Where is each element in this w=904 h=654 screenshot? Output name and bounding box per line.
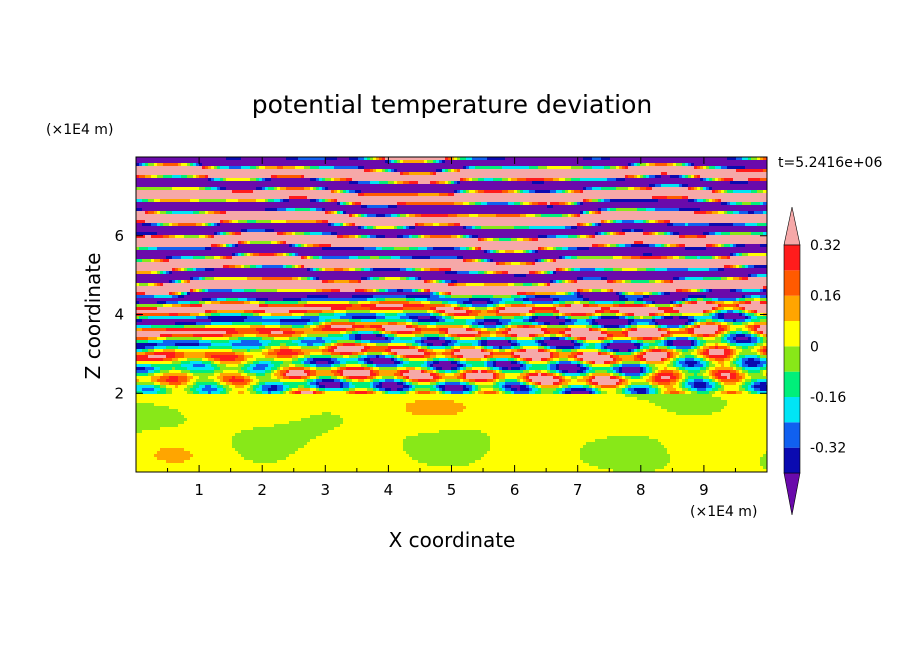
colorbar-extend-top: [784, 207, 800, 245]
colorbar-label: 0.32: [810, 238, 841, 254]
x-tick-label: 9: [699, 481, 709, 499]
x-tick-label: 4: [384, 481, 394, 499]
x-axis-title: X coordinate: [389, 528, 516, 552]
colorbar-segment: [784, 397, 800, 422]
colorbar-label: 0: [810, 339, 819, 355]
colorbar-segment: [784, 346, 800, 371]
colorbar-label: 0.16: [810, 289, 841, 305]
colorbar-segment: [784, 448, 800, 473]
colorbar-label: -0.32: [810, 441, 846, 457]
colorbar-segment: [784, 245, 800, 270]
colorbar: 0.32 0.16 0 -0.16 -0.32: [784, 207, 846, 515]
y-axis-title: Z coordinate: [81, 253, 105, 380]
x-tick-label: 6: [510, 481, 520, 499]
y-tick-label: 4: [114, 306, 124, 324]
time-label: t=5.2416e+06: [778, 155, 882, 171]
colorbar-extend-bottom: [784, 473, 800, 515]
colorbar-label: -0.16: [810, 390, 846, 406]
contour-field: [136, 157, 769, 472]
x-tick-label: 8: [636, 481, 646, 499]
colorbar-segment: [784, 296, 800, 321]
y-tick-label: 6: [114, 227, 124, 245]
colorbar-segment: [784, 422, 800, 447]
x-tick-label: 5: [447, 481, 457, 499]
colorbar-segment: [784, 372, 800, 397]
x-unit-label: (×1E4 m): [690, 504, 757, 520]
chart-title: potential temperature deviation: [252, 90, 652, 119]
x-tick-label: 3: [321, 481, 331, 499]
y-tick-label: 2: [114, 384, 124, 402]
x-tick-label: 2: [257, 481, 267, 499]
x-tick-label: 7: [573, 481, 583, 499]
colorbar-segment: [784, 270, 800, 295]
y-unit-label: (×1E4 m): [46, 122, 113, 138]
colorbar-segment: [784, 321, 800, 346]
x-tick-label: 1: [194, 481, 204, 499]
